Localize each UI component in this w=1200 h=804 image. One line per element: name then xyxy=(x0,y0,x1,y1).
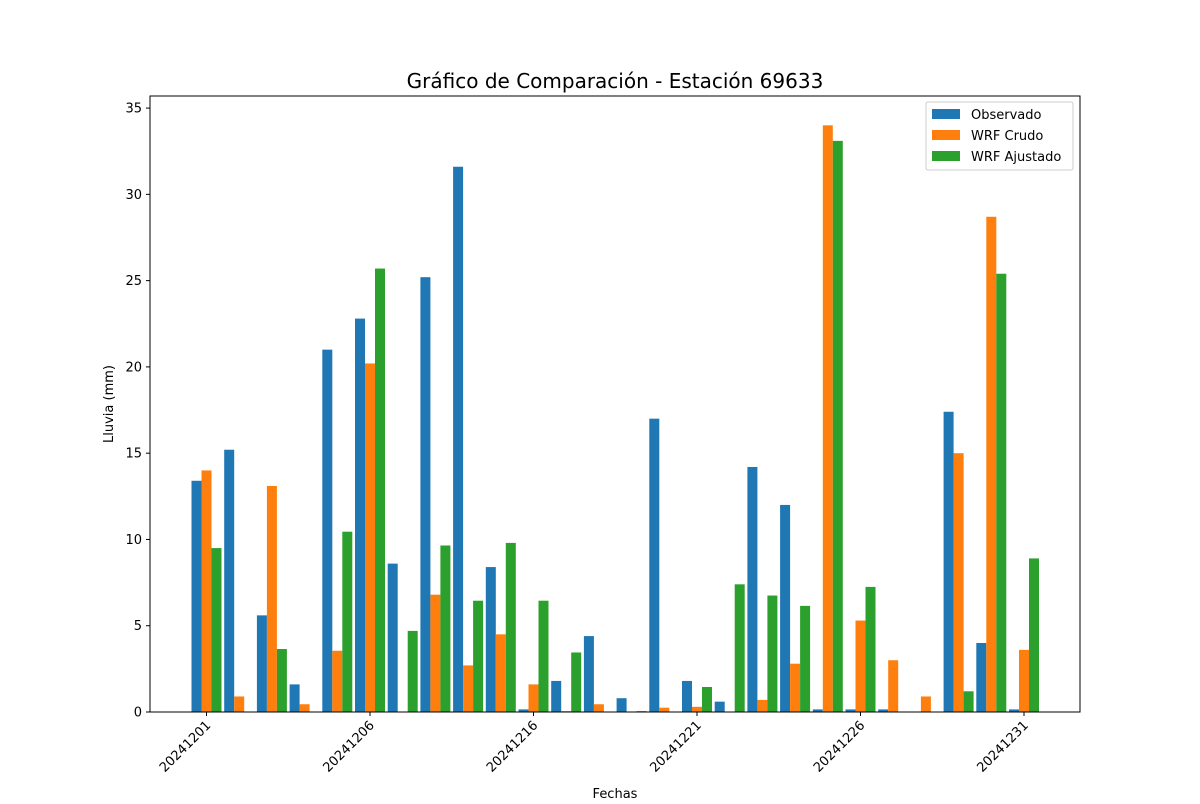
x-tick-label: 20241226 xyxy=(811,718,868,775)
y-tick-label: 25 xyxy=(125,274,142,289)
legend-label-observado: Observado xyxy=(971,108,1042,123)
bar-wrf-crudo-1 xyxy=(234,696,245,712)
bar-observado-13 xyxy=(616,698,627,712)
bar-observado-10 xyxy=(518,709,529,712)
bar-observado-20 xyxy=(845,709,856,712)
bar-observado-17 xyxy=(747,466,758,712)
bar-wrf-ajustado-24 xyxy=(996,273,1007,712)
bar-wrf-ajustado-7 xyxy=(440,545,451,712)
bar-wrf-ajustado-17 xyxy=(767,595,778,712)
legend-swatch-wrf-crudo xyxy=(932,130,960,140)
bar-wrf-crudo-18 xyxy=(790,663,801,712)
bar-wrf-ajustado-19 xyxy=(832,140,843,713)
x-axis: 20241201 20241206 20241216 20241221 20241226… xyxy=(157,712,1032,776)
bar-observado-18 xyxy=(780,504,791,712)
y-tick-label: 35 xyxy=(125,102,142,117)
bars-group xyxy=(191,125,1039,713)
y-axis: 0 5 10 15 20 25 30 35 xyxy=(125,102,150,721)
bar-wrf-crudo-5 xyxy=(365,363,375,712)
bar-wrf-crudo-23 xyxy=(953,453,964,712)
bar-wrf-crudo-21 xyxy=(888,660,899,712)
bar-observado-4 xyxy=(322,349,333,712)
x-tick-label: 20241221 xyxy=(647,718,704,775)
bar-wrf-crudo-8 xyxy=(463,665,474,712)
bar-wrf-ajustado-9 xyxy=(505,542,516,712)
bar-wrf-crudo-7 xyxy=(430,594,441,712)
bar-observado-5 xyxy=(355,318,365,712)
bar-wrf-crudo-17 xyxy=(757,699,768,712)
legend: Observado WRF Crudo WRF Ajustado xyxy=(925,101,1074,171)
bar-wrf-crudo-0 xyxy=(201,470,212,712)
legend-label-wrf-ajustado: WRF Ajustado xyxy=(971,150,1061,165)
bar-observado-25 xyxy=(1009,709,1019,712)
bar-observado-14 xyxy=(649,418,660,712)
bar-observado-3 xyxy=(289,684,300,712)
bar-wrf-crudo-2 xyxy=(266,485,277,712)
bar-observado-7 xyxy=(420,277,431,712)
x-tick-label: 20241216 xyxy=(484,718,541,775)
legend-box xyxy=(925,101,1074,171)
y-tick-label: 5 xyxy=(134,619,142,634)
plot-frame xyxy=(149,95,1081,713)
bar-observado-24 xyxy=(976,642,987,712)
bar-wrf-crudo-12 xyxy=(593,704,604,712)
bar-observado-1 xyxy=(224,449,235,712)
bar-wrf-crudo-3 xyxy=(299,704,310,712)
bar-wrf-ajustado-10 xyxy=(538,600,549,712)
y-tick-label: 30 xyxy=(125,188,142,203)
bar-wrf-crudo-9 xyxy=(495,634,506,712)
y-axis-label: Lluvia (mm) xyxy=(102,365,117,443)
bar-wrf-ajustado-23 xyxy=(963,691,974,712)
bar-wrf-crudo-4 xyxy=(332,650,343,712)
bar-observado-9 xyxy=(485,567,496,712)
y-tick-label: 15 xyxy=(125,447,142,462)
bar-wrf-crudo-20 xyxy=(855,620,866,712)
bar-wrf-crudo-15 xyxy=(692,706,702,712)
chart-title: Gráfico de Comparación - Estación 69633 xyxy=(407,69,824,93)
bar-observado-16 xyxy=(714,701,725,712)
bar-wrf-crudo-14 xyxy=(659,707,670,712)
y-tick-label: 20 xyxy=(125,360,142,375)
legend-label-wrf-crudo: WRF Crudo xyxy=(971,129,1043,144)
bar-wrf-ajustado-5 xyxy=(375,268,385,712)
bar-wrf-crudo-10 xyxy=(528,684,539,712)
bar-wrf-ajustado-11 xyxy=(571,652,582,712)
bar-observado-0 xyxy=(191,480,202,712)
bar-wrf-ajustado-0 xyxy=(211,548,222,712)
x-tick-label: 20241206 xyxy=(320,718,377,775)
bar-wrf-ajustado-16 xyxy=(734,584,745,712)
y-tick-label: 0 xyxy=(134,706,142,721)
legend-swatch-wrf-ajustado xyxy=(932,151,960,161)
bar-observado-2 xyxy=(256,615,267,712)
bar-observado-23 xyxy=(943,411,954,712)
bar-wrf-ajustado-6 xyxy=(407,630,418,712)
bar-observado-12 xyxy=(583,636,594,712)
x-tick-label: 20241231 xyxy=(974,718,1031,775)
bar-observado-19 xyxy=(812,709,823,712)
bar-wrf-ajustado-18 xyxy=(800,605,811,712)
bar-observado-6 xyxy=(387,563,398,712)
bar-wrf-ajustado-15 xyxy=(702,686,712,712)
bar-wrf-crudo-19 xyxy=(822,125,833,712)
bar-wrf-crudo-22 xyxy=(920,696,931,712)
bar-observado-8 xyxy=(453,166,464,712)
bar-wrf-crudo-24 xyxy=(986,216,997,712)
bar-observado-21 xyxy=(878,709,889,712)
bar-observado-11 xyxy=(551,680,562,712)
x-axis-label: Fechas xyxy=(593,787,638,800)
bar-wrf-crudo-25 xyxy=(1019,649,1029,712)
x-tick-label: 20241201 xyxy=(157,718,214,775)
bar-observado-15 xyxy=(682,680,692,712)
bar-wrf-ajustado-20 xyxy=(865,586,876,712)
bar-wrf-ajustado-8 xyxy=(473,600,484,712)
bar-wrf-ajustado-2 xyxy=(276,649,287,712)
bar-wrf-ajustado-25 xyxy=(1029,558,1039,712)
bar-wrf-ajustado-4 xyxy=(342,531,353,712)
legend-swatch-observado xyxy=(932,109,960,119)
y-tick-label: 10 xyxy=(125,533,142,548)
